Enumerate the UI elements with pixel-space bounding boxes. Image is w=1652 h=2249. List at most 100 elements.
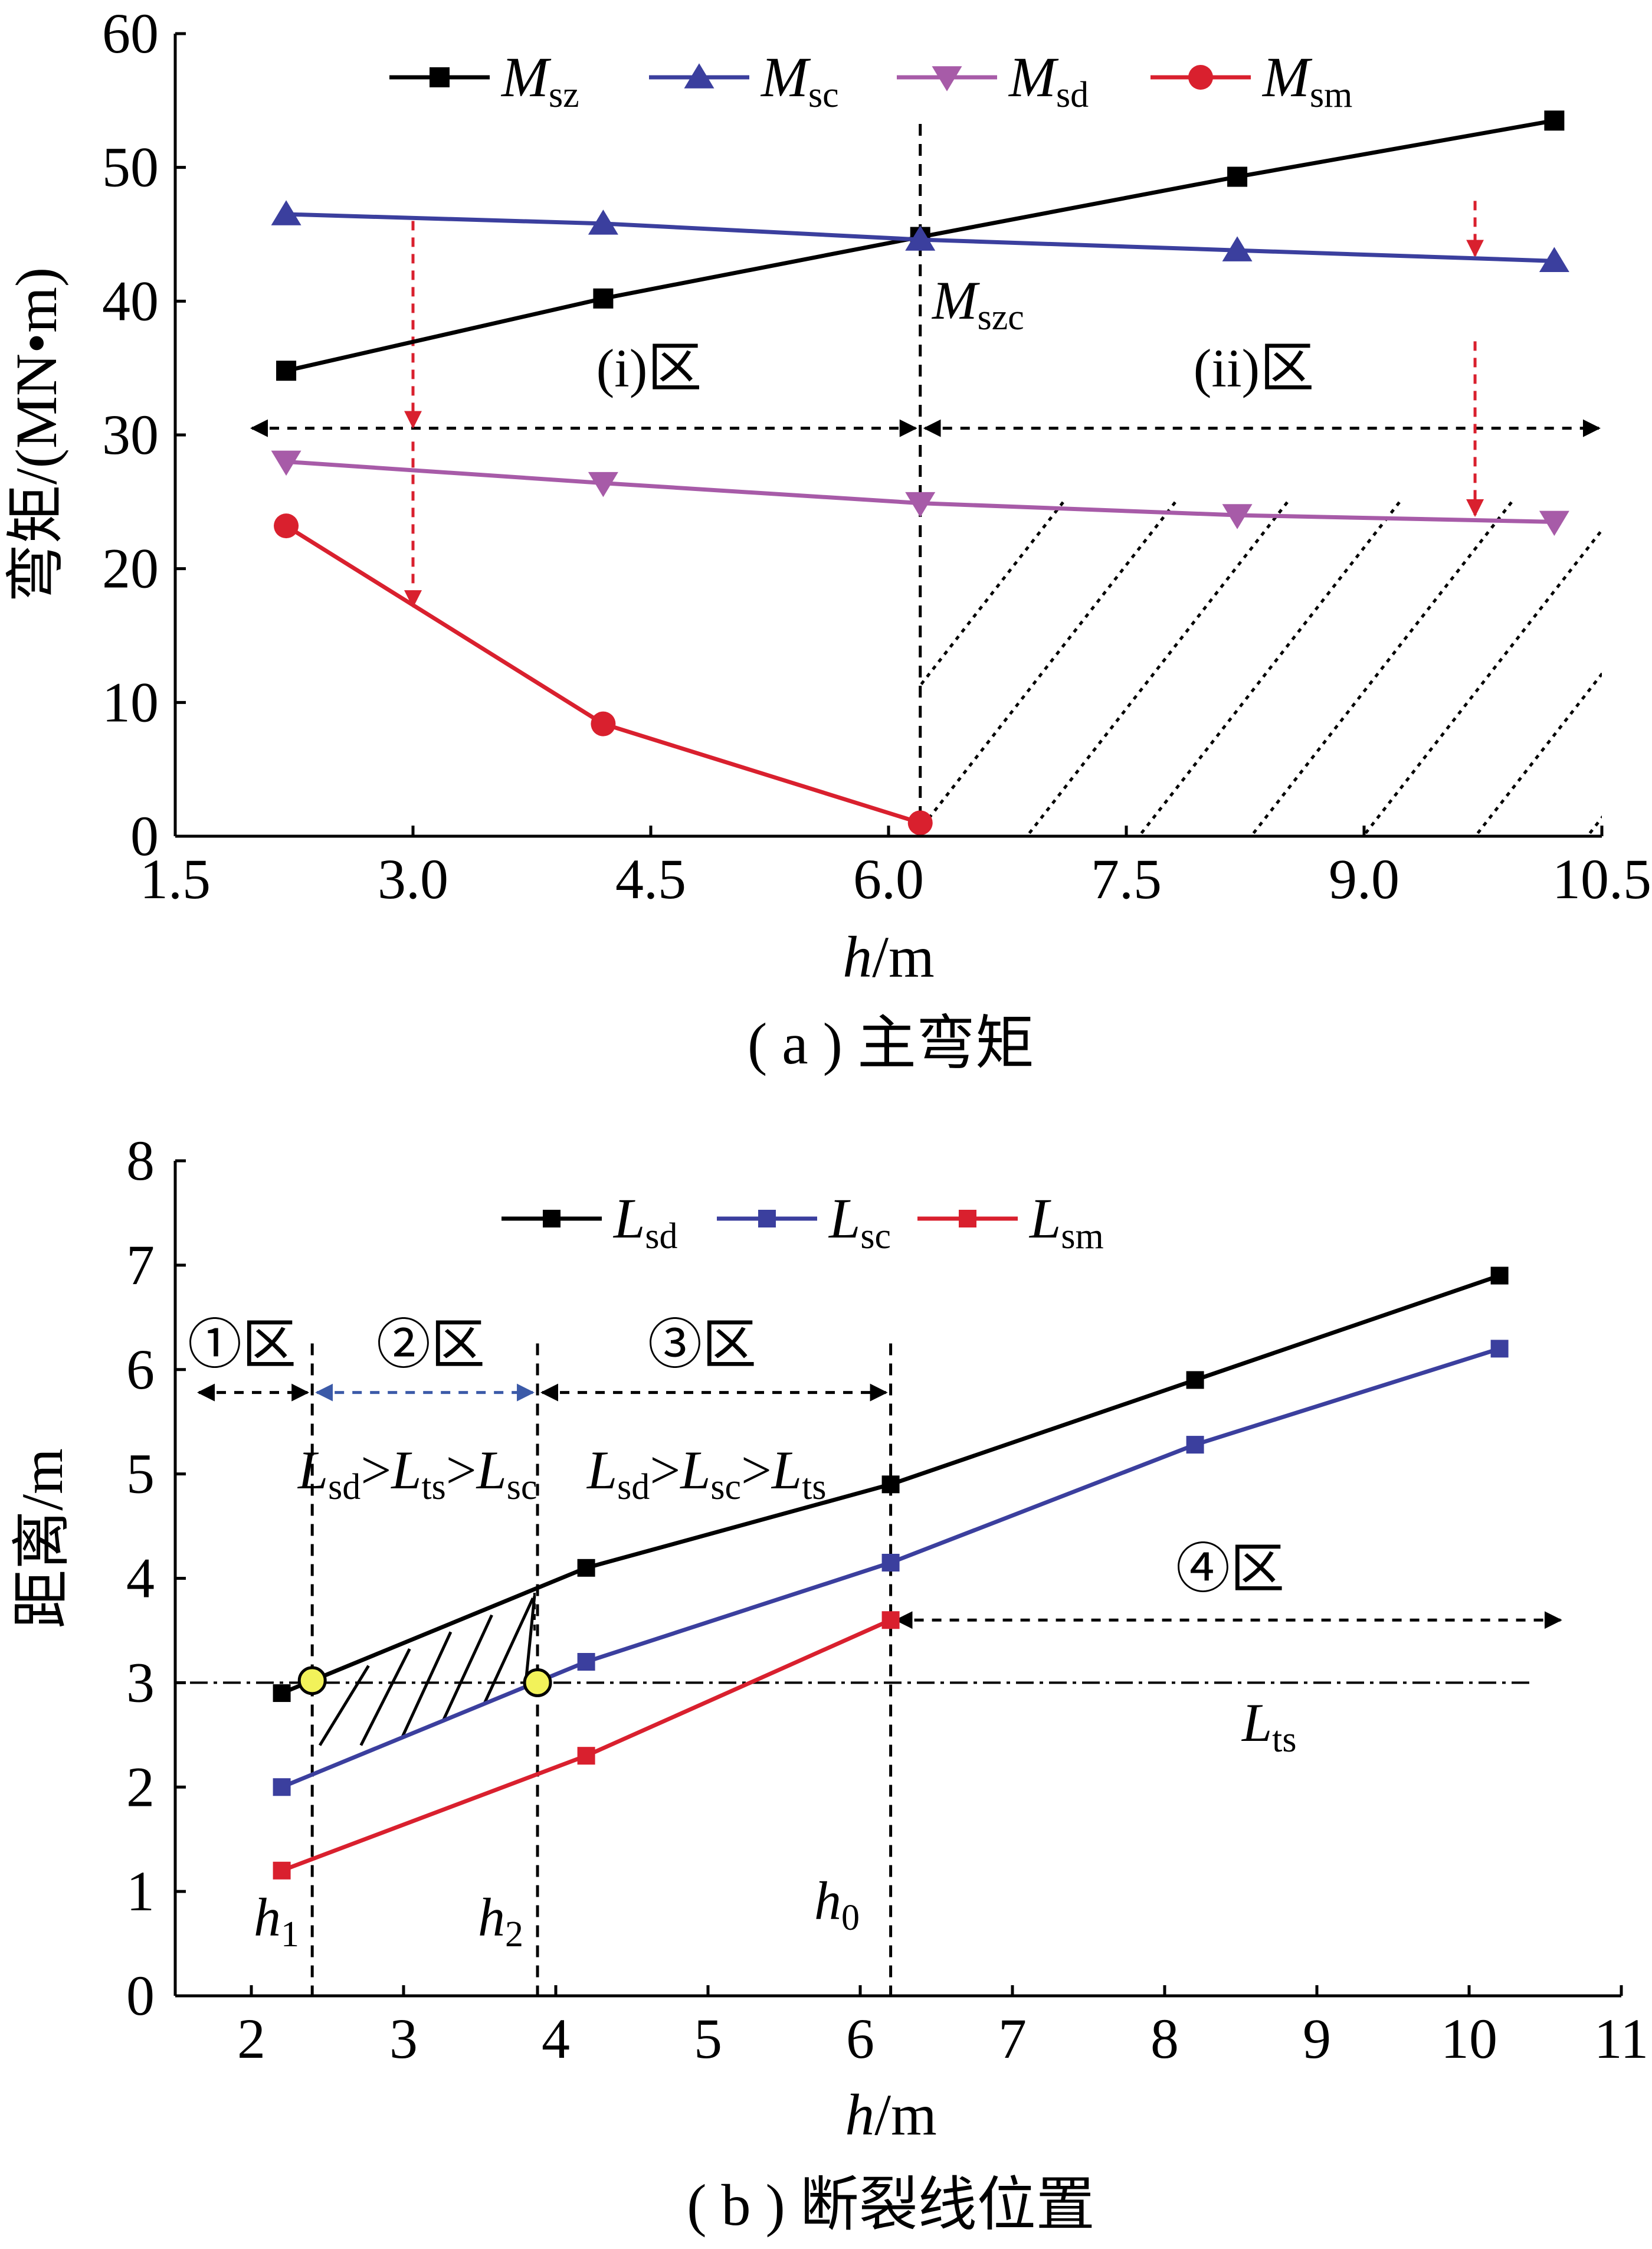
- chart-b-inequality-2-sub: sd: [617, 1467, 650, 1507]
- chart-b-inequality-2-main: L: [586, 1440, 617, 1500]
- chart-b-x-tick-label: 8: [1150, 2007, 1179, 2070]
- chart-b-legend-label-Lsd-sub: sd: [645, 1216, 677, 1256]
- chart-a-critical-label-main: M: [931, 270, 980, 330]
- chart-b-h1-label: h1: [254, 1887, 299, 1955]
- chart-a-point-Msc: [905, 225, 936, 251]
- chart-a-series: [271, 110, 1569, 836]
- chart-b-legend-label-Lsc: Lsc: [828, 1187, 891, 1256]
- chart-a-legend-label-Msc-sub: sc: [808, 75, 839, 115]
- chart-b-inequality-2-sub: sc: [710, 1467, 741, 1507]
- chart-b-x-tick-label: 6: [846, 2007, 874, 2070]
- chart-b-hatch-line: [359, 1648, 411, 1746]
- chart-b-x-tick-label: 3: [389, 2007, 418, 2070]
- chart-a-legend-label-Msm-sub: sm: [1310, 75, 1352, 115]
- chart-a-point-Msz: [1544, 110, 1565, 131]
- chart-b-y-tick-label: 8: [126, 1129, 155, 1192]
- chart-a-point-Msc: [1222, 236, 1253, 261]
- chart-b-point-Lsc: [1186, 1436, 1204, 1454]
- chart-b-zone2-label: ②区: [376, 1315, 485, 1375]
- chart-a-point-Msd: [271, 450, 301, 476]
- chart-b-h2-label-sub: 2: [505, 1914, 523, 1955]
- chart-a-legend-label-Msz: Msz: [500, 45, 579, 115]
- chart-b-point-Lsc: [881, 1553, 900, 1572]
- chart-a-x-tick-label: 4.5: [615, 847, 686, 911]
- chart-a-point-Msd: [588, 472, 618, 497]
- chart-b-x-tick-label: 2: [237, 2007, 266, 2070]
- chart-b-zone3-label: ③区: [648, 1315, 756, 1375]
- chart-b-point-Lsd: [1186, 1371, 1204, 1389]
- chart-a-legend-label-Msz-sub: sz: [549, 75, 579, 115]
- chart-b-y-tick-label: 0: [126, 1964, 155, 2027]
- chart-a-y-tick-label: 60: [102, 2, 159, 65]
- chart-b-reference-label: Lts: [1241, 1693, 1297, 1760]
- chart-b-intersection-point: [523, 1668, 552, 1697]
- chart-b-point-Lsm: [273, 1861, 291, 1880]
- chart-b-legend: Lsd Lsc Lsm: [502, 1187, 1104, 1256]
- chart-a-region-i-label: (i)区: [596, 338, 702, 398]
- chart-a-legend-label-Msm: Msm: [1261, 45, 1352, 115]
- chart-b-y-tick-label: 3: [126, 1651, 155, 1714]
- chart-b-legend-marker-Lsd: [543, 1210, 560, 1227]
- chart-b-point-Lsc: [273, 1778, 291, 1796]
- chart-b-h2-label-main: h: [478, 1887, 505, 1947]
- chart-a-y-tick-label: 40: [102, 269, 159, 332]
- chart-b-inequality-1-sub: ts: [421, 1467, 445, 1507]
- chart-a-hatch-line: [1585, 815, 1602, 836]
- chart-a-point-Msz: [593, 288, 614, 309]
- chart-b-x-tick-label: 5: [694, 2007, 722, 2070]
- chart-b-hatch-line: [483, 1597, 535, 1705]
- chart-a-point-Msc: [271, 200, 301, 225]
- chart-a-annotations: Mszc (i)区 (ii)区: [596, 270, 1315, 398]
- chart-a-hatch-line: [1361, 528, 1602, 836]
- chart-b-legend-label-Lsm-main: L: [1028, 1187, 1061, 1250]
- chart-a-x-tick-label: 1.5: [140, 847, 211, 911]
- chart-b-inequality-1-main: L: [476, 1440, 507, 1500]
- chart-b-legend-label-Lsc-main: L: [828, 1187, 860, 1250]
- chart-a-legend-label-Msz-main: M: [500, 45, 552, 109]
- chart-b-h1-label-sub: 1: [281, 1914, 299, 1955]
- chart-a-point-Msz: [276, 361, 297, 381]
- chart-b-inequality-1-main: L: [297, 1440, 328, 1500]
- chart-a-y-tick-label: 10: [102, 670, 159, 734]
- chart-a-point-Msm: [907, 810, 933, 836]
- chart-a-hatch-mask: [175, 34, 920, 836]
- chart-a-x-tick-label: 7.5: [1091, 847, 1162, 911]
- chart-b-legend-label-Lsd-main: L: [612, 1187, 645, 1250]
- chart-a-legend-marker-Msd: [932, 66, 962, 91]
- chart-a-legend-label-Msd: Msd: [1008, 45, 1089, 115]
- chart-a-critical-label: Mszc: [931, 270, 1024, 338]
- chart-a-legend-label-Msc: Msc: [760, 45, 839, 115]
- chart-b-x-tick-label: 10: [1441, 2007, 1497, 2070]
- chart-b-inequality-1-sub: sc: [507, 1467, 537, 1507]
- chart-a-x-tick-label: 6.0: [853, 847, 924, 911]
- chart-b-hatch-line: [401, 1631, 453, 1739]
- chart-a-hatch-region: [175, 34, 1602, 836]
- chart-b-inequality-1-op: >: [360, 1440, 391, 1500]
- chart-b-x-tick-label: 9: [1303, 2007, 1331, 2070]
- chart-b-hatch-line: [523, 1596, 536, 1687]
- chart-a-legend-label-Msd-main: M: [1008, 45, 1059, 109]
- chart-b-legend-label-Lsm-sub: sm: [1061, 1216, 1103, 1256]
- chart-a-hatch-line: [1025, 499, 1290, 836]
- chart-a-point-Msd: [1222, 504, 1253, 529]
- chart-b-y-tick-label: 1: [126, 1860, 155, 1923]
- chart-b-inequality-2: Lsd>Lsc>Lts: [586, 1440, 826, 1507]
- chart-a-point-Msz: [1227, 166, 1248, 187]
- chart-b-inequality-1-main: L: [390, 1440, 421, 1500]
- chart-b-point-Lsc: [577, 1653, 595, 1671]
- chart-b-point-Lsm: [577, 1747, 595, 1765]
- chart-a-ylabel: 弯矩/(MN•m): [4, 267, 69, 603]
- chart-b-h0-label-main: h: [814, 1871, 841, 1931]
- chart-b-xlabel: h/m: [845, 2082, 937, 2147]
- chart-b-x-tick-label: 4: [542, 2007, 570, 2070]
- chart-b-x-tick-label: 7: [998, 2007, 1027, 2070]
- chart-b-inequality-2-op: >: [650, 1440, 680, 1500]
- chart-b-zone1-label: ①区: [188, 1315, 296, 1375]
- chart-a-hatch-line: [1137, 499, 1402, 836]
- chart-b-y-tick-label: 5: [126, 1442, 155, 1505]
- chart-b-point-Lsd: [273, 1684, 291, 1703]
- chart-b-point-Lsc: [1490, 1340, 1509, 1358]
